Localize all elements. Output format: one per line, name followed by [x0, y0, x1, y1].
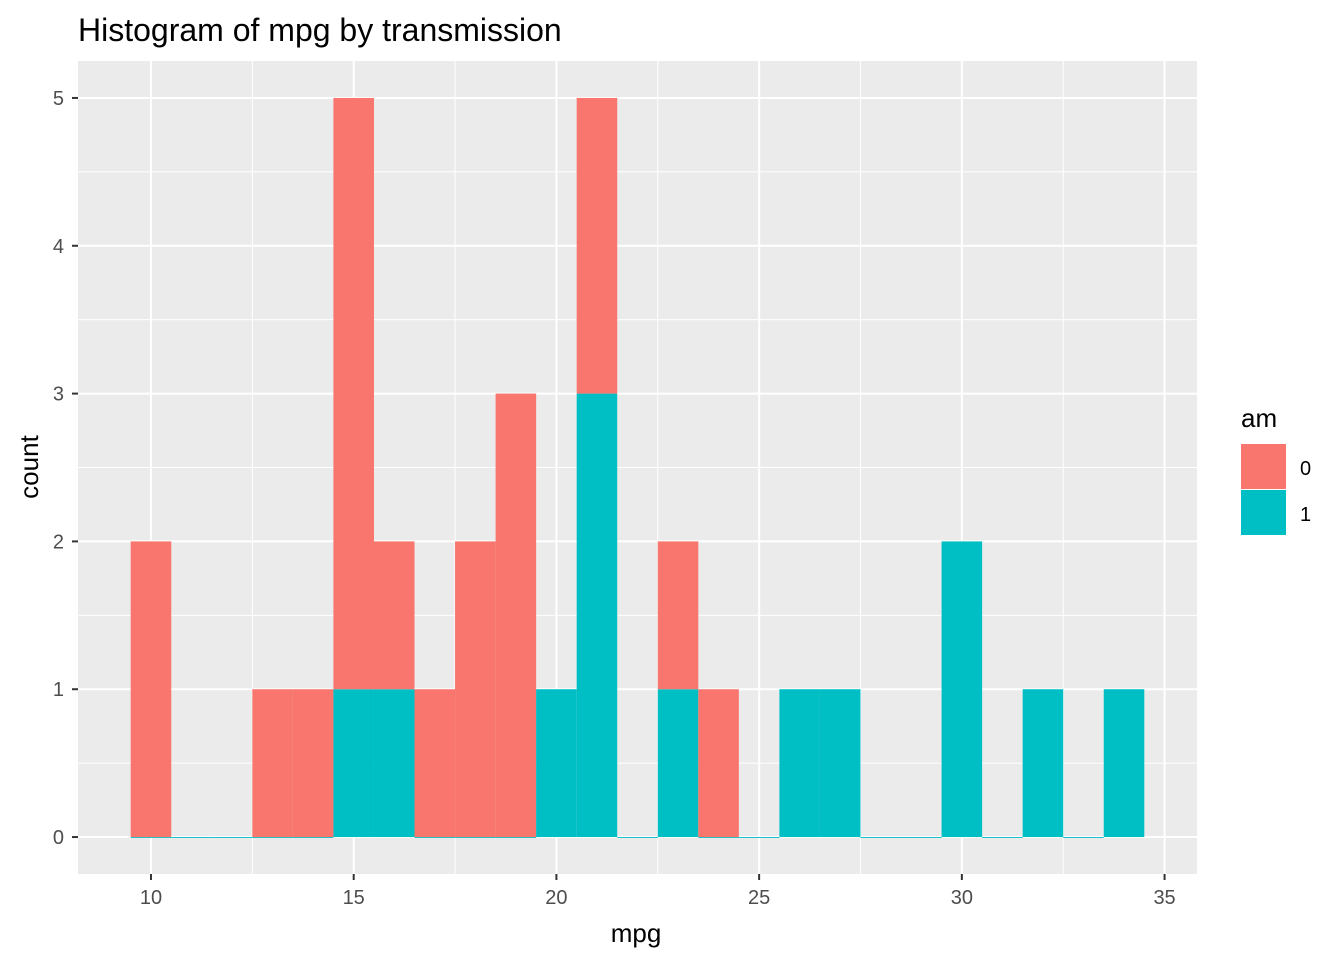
- y-tick-label: 4: [53, 236, 64, 258]
- bar-am-1: [1022, 689, 1064, 838]
- bar-am-1: [576, 393, 618, 838]
- bar-am-0: [252, 689, 293, 838]
- bar-am-1: [738, 837, 780, 838]
- bar-am-1: [617, 837, 658, 838]
- y-tick-label: 3: [53, 384, 64, 406]
- bar-am-1: [779, 689, 820, 838]
- bar-am-1: [211, 837, 253, 838]
- bar-am-0: [657, 541, 699, 690]
- y-axis: 0 1 2 3 4 5: [53, 88, 78, 849]
- bar-am-0: [292, 689, 334, 838]
- legend-key-am-0: [1241, 444, 1286, 489]
- bar-am-1: [171, 837, 212, 838]
- legend-key-am-1: [1241, 490, 1286, 535]
- x-tick-label: 35: [1153, 887, 1175, 909]
- x-axis-title: mpg: [611, 918, 662, 948]
- bar-am-0: [455, 541, 496, 838]
- bar-am-0: [576, 97, 618, 394]
- y-tick-label: 5: [53, 88, 64, 110]
- bar-am-0: [414, 689, 456, 838]
- bar-am-1: [860, 837, 902, 838]
- chart-title: Histogram of mpg by transmission: [78, 12, 562, 48]
- legend-label-am-0: 0: [1300, 458, 1311, 480]
- bar-am-1: [292, 837, 334, 838]
- x-tick-label: 15: [343, 887, 365, 909]
- y-tick-label: 2: [53, 531, 64, 553]
- bar-am-0: [130, 541, 172, 838]
- bar-am-1: [657, 689, 699, 838]
- bar-am-0: [333, 97, 374, 690]
- y-axis-title: count: [14, 434, 44, 498]
- legend: am 01: [1241, 403, 1311, 535]
- x-tick-label: 30: [951, 887, 973, 909]
- bar-am-1: [901, 837, 942, 838]
- bar-am-1: [373, 689, 415, 838]
- histogram-bars: [130, 97, 1145, 838]
- y-tick-label: 0: [53, 827, 64, 849]
- x-axis: 10 15 20 25 30 35: [140, 874, 1176, 909]
- bar-am-1: [455, 837, 496, 838]
- bar-am-1: [536, 689, 577, 838]
- bar-am-1: [495, 837, 537, 838]
- x-tick-label: 10: [140, 887, 162, 909]
- minor-gridlines: [78, 61, 1197, 874]
- bar-am-0: [495, 393, 537, 838]
- bar-am-0: [373, 541, 415, 690]
- legend-items: 01: [1241, 444, 1311, 535]
- bar-am-1: [819, 689, 861, 838]
- bar-am-0: [698, 689, 739, 838]
- bar-am-1: [982, 837, 1023, 838]
- bar-am-1: [252, 837, 293, 838]
- x-tick-label: 20: [545, 887, 567, 909]
- bar-am-1: [1103, 689, 1145, 838]
- legend-label-am-1: 1: [1300, 504, 1311, 526]
- bar-am-1: [333, 689, 374, 838]
- x-tick-label: 25: [748, 887, 770, 909]
- bar-am-1: [414, 837, 456, 838]
- bar-am-1: [1063, 837, 1104, 838]
- y-tick-label: 1: [53, 679, 64, 701]
- legend-title: am: [1241, 403, 1277, 433]
- bar-am-1: [130, 837, 172, 838]
- bar-am-1: [941, 541, 983, 838]
- bar-am-1: [698, 837, 739, 838]
